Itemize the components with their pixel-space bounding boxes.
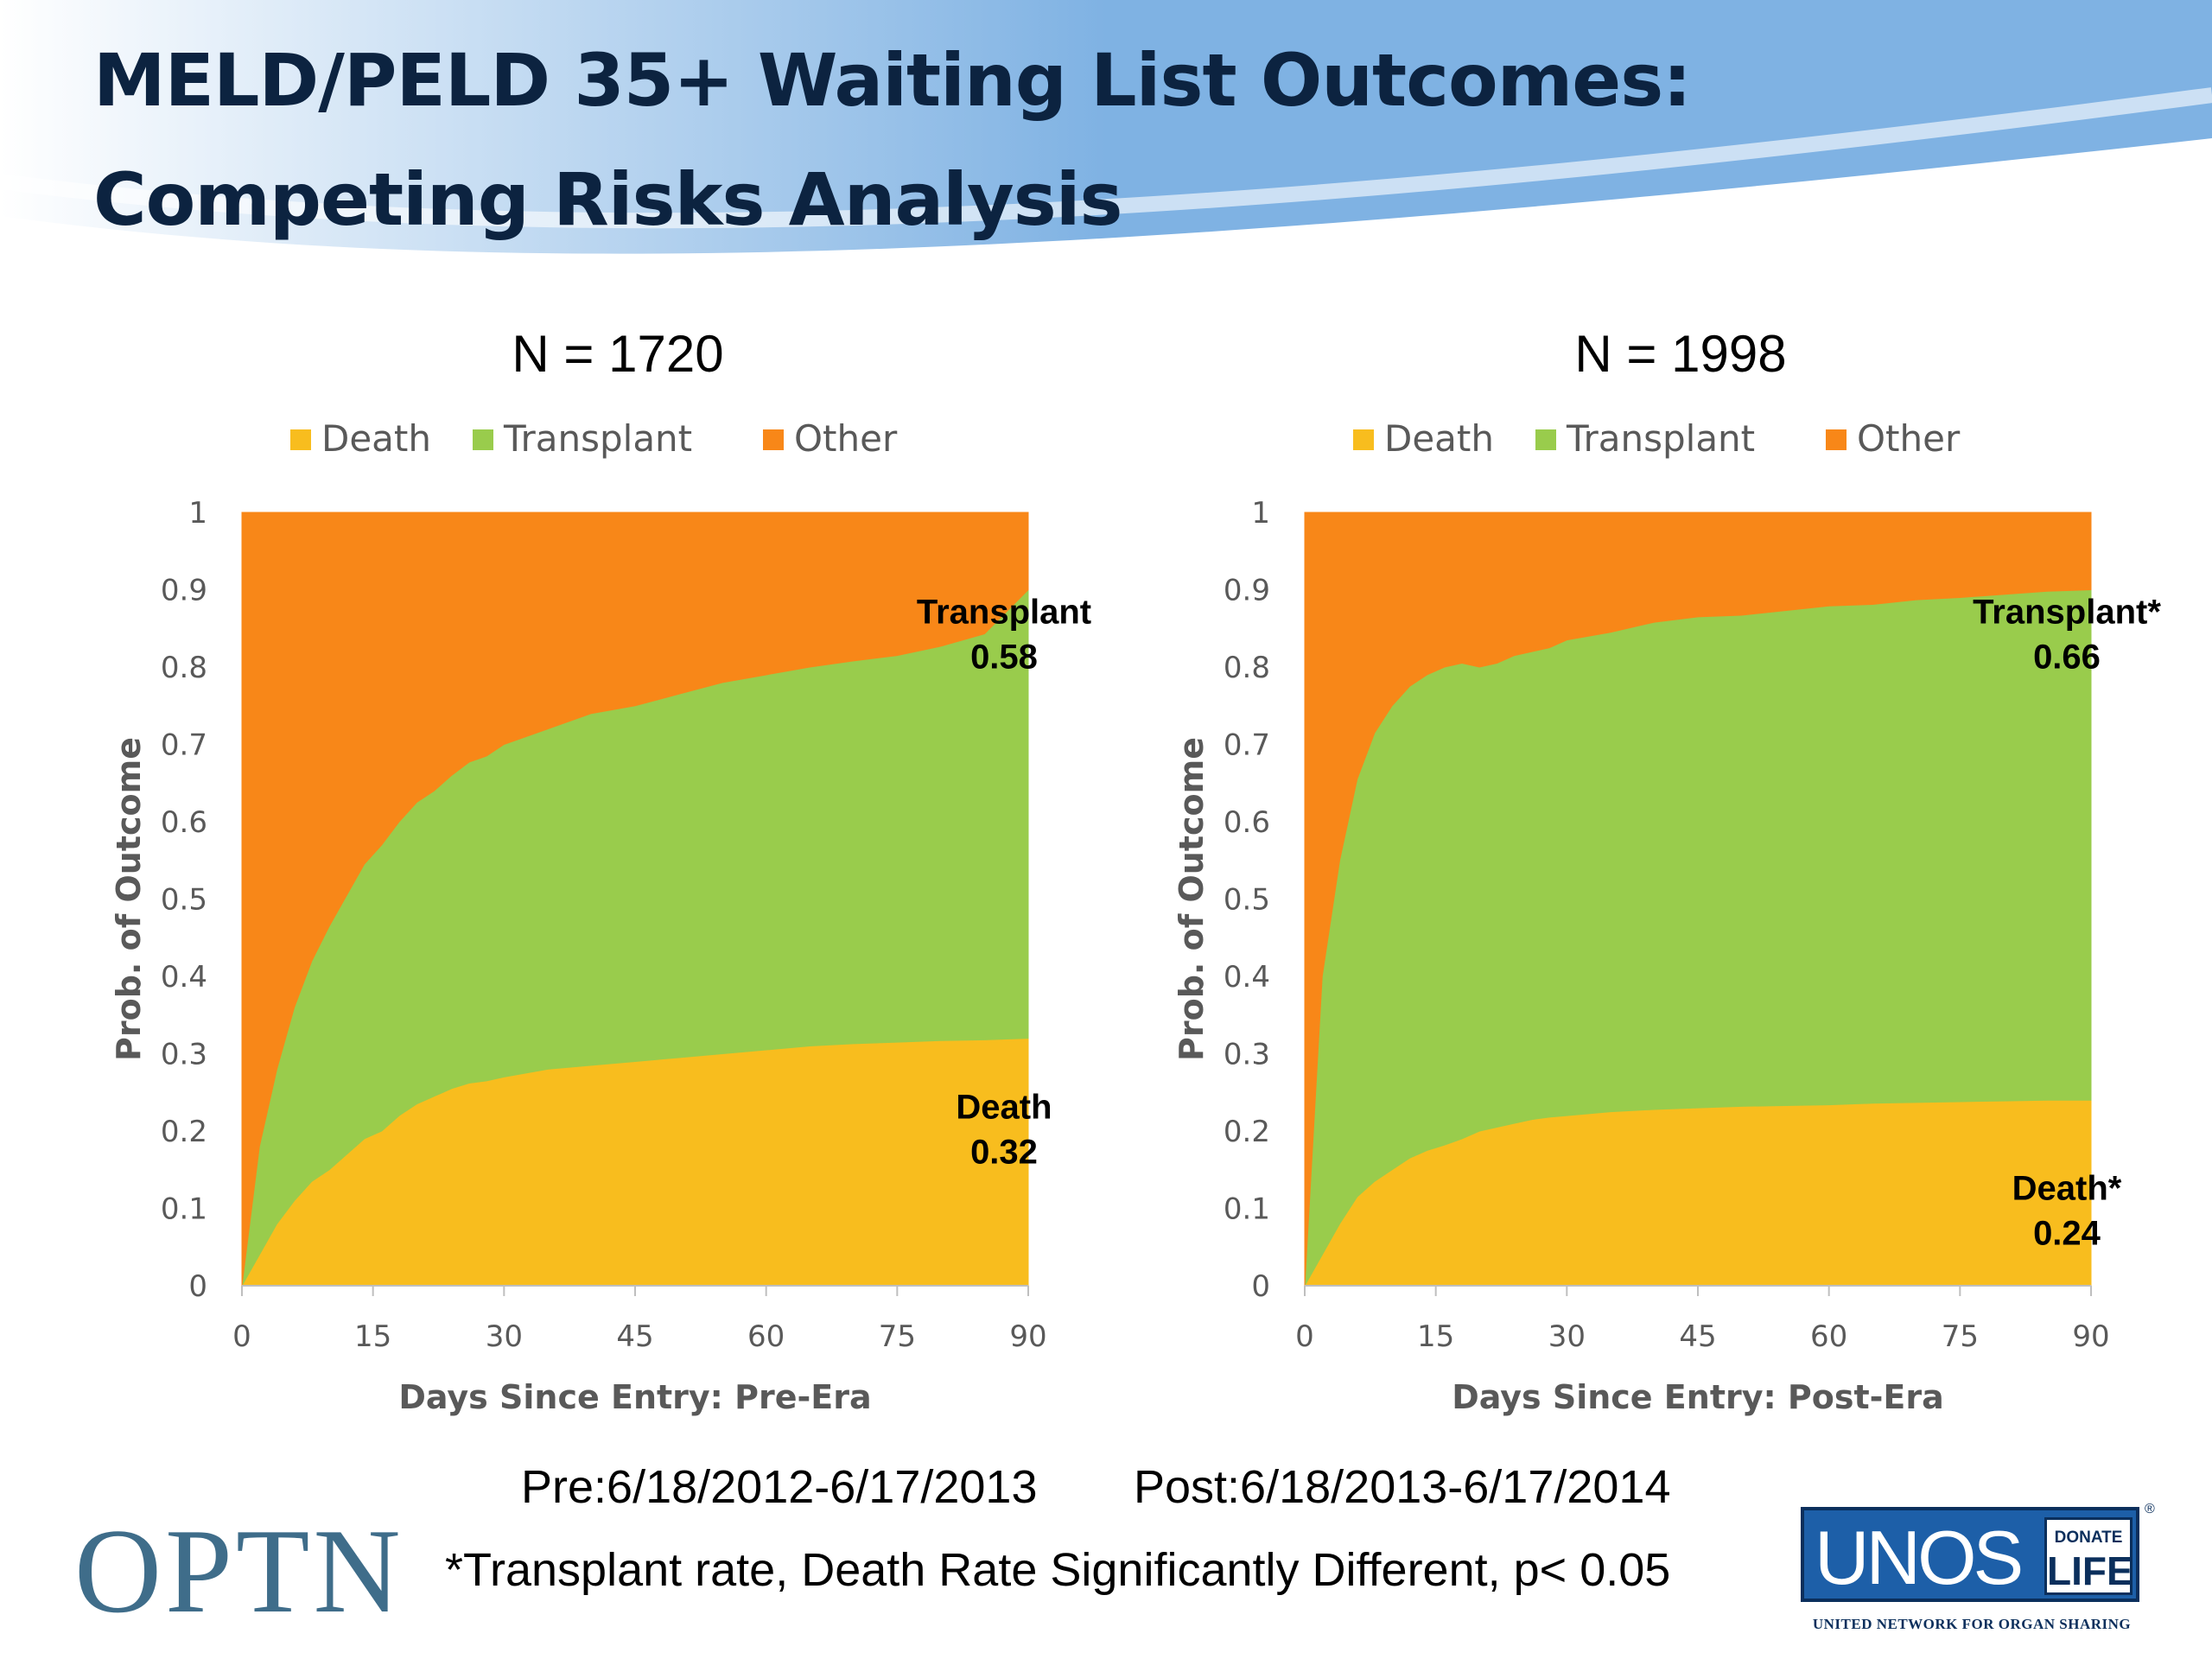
y-tick-label: 0.2 (1224, 1115, 1270, 1149)
y-tick-label: 0.9 (1224, 574, 1270, 608)
y-tick-label: 0 (1251, 1269, 1270, 1304)
y-tick-label: 0.1 (1224, 1192, 1270, 1227)
x-tick-label: 15 (1417, 1319, 1454, 1354)
y-tick-label: 0.7 (161, 728, 207, 763)
x-tick-label: 30 (486, 1319, 523, 1354)
legend-label-other: Other (1857, 417, 1961, 460)
legend-swatch-other (1826, 429, 1847, 450)
y-tick-label: 0 (188, 1269, 207, 1304)
y-tick-label: 0.5 (1224, 883, 1270, 918)
y-tick-label: 1 (1251, 496, 1270, 531)
y-tick-label: 0.1 (161, 1192, 207, 1227)
annotation-transplant-value: 0.66 (2033, 639, 2101, 677)
x-tick-label: 90 (1009, 1319, 1046, 1354)
y-tick-label: 0.7 (1224, 728, 1270, 763)
legend-swatch-transplant (1535, 429, 1556, 450)
y-axis-title: Prob. of Outcome (1173, 737, 1211, 1061)
x-tick-label: 75 (1942, 1319, 1979, 1354)
legend-swatch-death (290, 429, 311, 450)
y-tick-label: 0.9 (161, 574, 207, 608)
legend-label-transplant: Transplant (503, 417, 692, 460)
donate-life-badge: DONATE LIFE (2044, 1517, 2133, 1595)
annotation-death-label: Death (956, 1089, 1052, 1127)
legend-label-transplant: Transplant (1566, 417, 1755, 460)
x-tick-label: 45 (1679, 1319, 1716, 1354)
area-other (241, 512, 1029, 1287)
x-tick-label: 45 (616, 1319, 653, 1354)
x-tick-label: 60 (1810, 1319, 1847, 1354)
y-tick-label: 0.6 (161, 805, 207, 840)
x-axis-title: Days Since Entry: Pre-Era (398, 1378, 871, 1416)
chart-post-era: N = 1998 Death Transplant Other 0 15 30 45 60 75 9… (1173, 325, 2161, 1416)
y-tick-label: 0.3 (161, 1038, 207, 1072)
era-post-range: Post:6/18/2013-6/17/2014 (1134, 1461, 1671, 1513)
area-other (1304, 512, 2092, 1287)
annotation-death-value: 0.32 (970, 1134, 1038, 1172)
slide-title-line-1: MELD/PELD 35+ Waiting List Outcomes: (93, 38, 1692, 123)
annotation-death-label: Death* (2012, 1170, 2122, 1208)
annotation-transplant-label: Transplant* (1973, 594, 2161, 632)
donate-word: DONATE (2054, 1529, 2123, 1547)
y-tick-label: 0.4 (1224, 960, 1270, 995)
unos-tagline: UNITED NETWORK FOR ORGAN SHARING (1812, 1616, 2132, 1632)
legend-swatch-transplant (473, 429, 493, 450)
header-swoosh (0, 0, 2212, 294)
x-tick-label: 15 (354, 1319, 391, 1354)
annotation-transplant-label: Transplant (917, 594, 1091, 632)
x-axis-title: Days Since Entry: Post-Era (1452, 1378, 1944, 1416)
y-tick-label: 0.4 (161, 960, 207, 995)
chart-pre-era: N = 1720 Death Transplant Other 0 15 30 45 60 75 9… (110, 325, 1091, 1416)
legend-label-death: Death (1384, 417, 1494, 460)
x-tick-label: 0 (1295, 1319, 1314, 1354)
unos-logo-box: UNOS DONATE LIFE (1801, 1507, 2139, 1602)
annotation-death-value: 0.24 (2033, 1215, 2101, 1253)
x-tick-label: 30 (1548, 1319, 1586, 1354)
slide-title-line-2: Competing Risks Analysis (93, 157, 1123, 242)
y-tick-label: 0.6 (1224, 805, 1270, 840)
legend-label-death: Death (321, 417, 431, 460)
era-pre-range: Pre:6/18/2012-6/17/2013 (521, 1461, 1038, 1513)
y-tick-label: 1 (188, 496, 207, 531)
y-tick-label: 0.2 (161, 1115, 207, 1149)
registered-mark: ® (2145, 1502, 2155, 1516)
y-tick-label: 0.3 (1224, 1038, 1270, 1072)
x-tick-label: 75 (879, 1319, 916, 1354)
legend-swatch-death (1353, 429, 1374, 450)
sample-size-label: N = 1720 (512, 325, 723, 383)
legend-swatch-other (763, 429, 784, 450)
x-tick-label: 0 (232, 1319, 251, 1354)
y-tick-label: 0.8 (161, 651, 207, 685)
significance-footnote: *Transplant rate, Death Rate Significant… (445, 1544, 1671, 1596)
y-axis-title: Prob. of Outcome (110, 737, 148, 1061)
y-tick-label: 0.8 (1224, 651, 1270, 685)
unos-logo: UNOS DONATE LIFE ® UNITED NETWORK FOR OR… (1796, 1502, 2158, 1640)
legend-label-other: Other (794, 417, 898, 460)
optn-logo: OPTN (74, 1504, 404, 1638)
unos-wordmark: UNOS (1815, 1515, 2024, 1600)
annotation-transplant-value: 0.58 (970, 639, 1038, 677)
x-tick-label: 90 (2072, 1319, 2109, 1354)
x-tick-label: 60 (747, 1319, 785, 1354)
life-word: LIFE (2047, 1548, 2133, 1593)
sample-size-label: N = 1998 (1574, 325, 1786, 383)
y-tick-label: 0.5 (161, 883, 207, 918)
